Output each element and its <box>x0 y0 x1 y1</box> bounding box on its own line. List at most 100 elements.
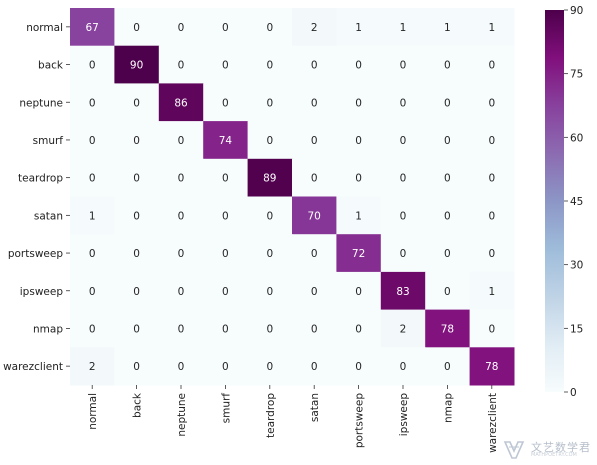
y-tick-label-warezclient: warezclient <box>3 361 63 373</box>
heatmap-cell-value: 0 <box>178 22 185 34</box>
heatmap-cell-value: 0 <box>355 173 362 185</box>
watermark-logo-icon <box>503 441 525 459</box>
heatmap-cell-value: 2 <box>400 323 407 335</box>
heatmap-cell-value: 0 <box>311 323 318 335</box>
y-tick-label-normal: normal <box>26 22 63 34</box>
x-tick-label-back: back <box>132 392 144 418</box>
heatmap-cell-smurf-satan <box>292 121 337 160</box>
heatmap-cell-value: 0 <box>89 323 96 335</box>
heatmap-cell-portsweep-smurf <box>203 234 249 273</box>
x-tick-label-smurf: smurf <box>220 393 232 424</box>
colorbar-tick-label: 75 <box>570 69 583 81</box>
heatmap-cell-value: 0 <box>355 97 362 109</box>
heatmap-cell-value: 83 <box>396 286 409 298</box>
heatmap-cell-value: 1 <box>89 210 96 222</box>
heatmap-cell-smurf-warezclient <box>469 121 515 160</box>
heatmap-cell-value: 0 <box>355 60 362 72</box>
heatmap-cell-value: 0 <box>178 286 185 298</box>
heatmap-cell-value: 0 <box>222 60 229 72</box>
heatmap-cell-ipsweep-teardrop <box>247 271 293 311</box>
heatmap-cell-neptune-teardrop <box>247 83 293 122</box>
heatmap-cell-value: 0 <box>133 361 140 373</box>
heatmap-cell-back-teardrop <box>247 45 293 84</box>
heatmap-cell-value: 0 <box>400 248 407 260</box>
colorbar-tick-label: 60 <box>570 132 583 144</box>
heatmap-cell-smurf-teardrop <box>247 121 293 160</box>
x-tick-label-ipsweep: ipsweep <box>398 393 410 437</box>
heatmap-cell-value: 0 <box>488 97 495 109</box>
heatmap-cell-labels: 67 0 0 0 0 2 1 1 1 1 0 90 0 0 0 0 0 0 0 0 0 0 86 0 0 0 0 0 0 0 0 0 0 74 0 0… <box>86 22 499 373</box>
heatmap-cell-teardrop-back <box>114 158 160 197</box>
heatmap-cell-portsweep-normal <box>70 234 115 273</box>
heatmap-cell-value: 0 <box>311 97 318 109</box>
heatmap-cell-ipsweep-nmap <box>425 271 471 311</box>
heatmap-cell-neptune-neptune <box>158 83 204 122</box>
heatmap-cell-value: 0 <box>400 210 407 222</box>
heatmap-cell-ipsweep-satan <box>292 271 337 311</box>
heatmap-cell-neptune-back <box>114 83 160 122</box>
x-tick-labels: normal back neptune smurf teardrop satan ports… <box>87 385 499 453</box>
heatmap-cell-value: 1 <box>355 22 362 34</box>
heatmap-cell-nmap-nmap <box>425 309 471 348</box>
heatmap-cell-neptune-satan <box>292 83 337 122</box>
heatmap-cell-satan-neptune <box>158 196 204 235</box>
heatmap-cell-nmap-warezclient <box>469 309 515 348</box>
heatmap-cell-value: 0 <box>89 286 96 298</box>
heatmap-cell-value: 0 <box>178 210 185 222</box>
heatmap-cell-nmap-neptune <box>158 309 204 348</box>
heatmap-cell-back-neptune <box>158 45 204 84</box>
heatmap-cell-value: 0 <box>311 135 318 147</box>
heatmap-cell-value: 0 <box>311 60 318 72</box>
y-tick-labels: normal back neptune smurf teardrop satan ports… <box>3 22 70 373</box>
heatmap-cell-ipsweep-portsweep <box>336 271 382 311</box>
heatmap-cell-value: 0 <box>133 248 140 260</box>
heatmap-cell-value: 0 <box>222 22 229 34</box>
heatmap-cell-warezclient-satan <box>292 347 337 386</box>
heatmap-cell-portsweep-ipsweep <box>380 234 426 273</box>
heatmap-cell-value: 89 <box>263 173 276 185</box>
heatmap-cell-back-smurf <box>203 45 249 84</box>
heatmap-cell-value: 1 <box>444 22 451 34</box>
heatmap-cell-normal-nmap <box>425 8 471 47</box>
heatmap-cell-satan-warezclient <box>469 196 515 235</box>
heatmap-cell-normal-teardrop <box>247 8 293 47</box>
heatmap-cell-value: 0 <box>133 97 140 109</box>
heatmap-cell-value: 0 <box>266 248 273 260</box>
heatmap-cell-neptune-portsweep <box>336 83 382 122</box>
heatmap-cell-value: 0 <box>222 97 229 109</box>
heatmap-cell-neptune-warezclient <box>469 83 515 122</box>
heatmap-cell-value: 0 <box>266 97 273 109</box>
heatmap-cell-back-warezclient <box>469 45 515 84</box>
heatmap-cell-satan-smurf <box>203 196 249 235</box>
heatmap-cell-value: 1 <box>488 286 495 298</box>
heatmap-cell-value: 86 <box>174 97 188 109</box>
colorbar-tick-label: 0 <box>570 387 577 399</box>
heatmap-cell-satan-ipsweep <box>380 196 426 235</box>
heatmap-cell-portsweep-satan <box>292 234 337 273</box>
y-tick-label-teardrop: teardrop <box>18 173 63 185</box>
heatmap-cell-value: 74 <box>219 135 233 147</box>
heatmap-cell-value: 0 <box>311 248 318 260</box>
heatmap-cells <box>70 8 515 386</box>
heatmap-cell-normal-smurf <box>203 8 249 47</box>
heatmap-cell-value: 0 <box>400 60 407 72</box>
heatmap-cell-smurf-nmap <box>425 121 471 160</box>
heatmap-cell-back-ipsweep <box>380 45 426 84</box>
heatmap-cell-warezclient-warezclient <box>469 347 515 386</box>
heatmap-cell-value: 0 <box>266 361 273 373</box>
heatmap-cell-value: 0 <box>355 286 362 298</box>
heatmap-cell-value: 0 <box>444 135 451 147</box>
watermark-subtext: MATHPOETRY.COM <box>531 452 577 459</box>
heatmap-cell-ipsweep-smurf <box>203 271 249 311</box>
heatmap-cell-normal-portsweep <box>336 8 382 47</box>
watermark: 文艺数学君 MATHPOETRY.COM <box>503 439 591 461</box>
heatmap-cell-value: 0 <box>488 60 495 72</box>
heatmap-cell-portsweep-nmap <box>425 234 471 273</box>
heatmap-cell-value: 0 <box>444 173 451 185</box>
heatmap-cell-value: 0 <box>266 323 273 335</box>
heatmap-cell-value: 0 <box>222 323 229 335</box>
heatmap-cell-smurf-normal <box>70 121 115 160</box>
heatmap-cell-value: 0 <box>266 135 273 147</box>
heatmap-cell-value: 0 <box>266 22 273 34</box>
heatmap-cell-value: 0 <box>222 248 229 260</box>
